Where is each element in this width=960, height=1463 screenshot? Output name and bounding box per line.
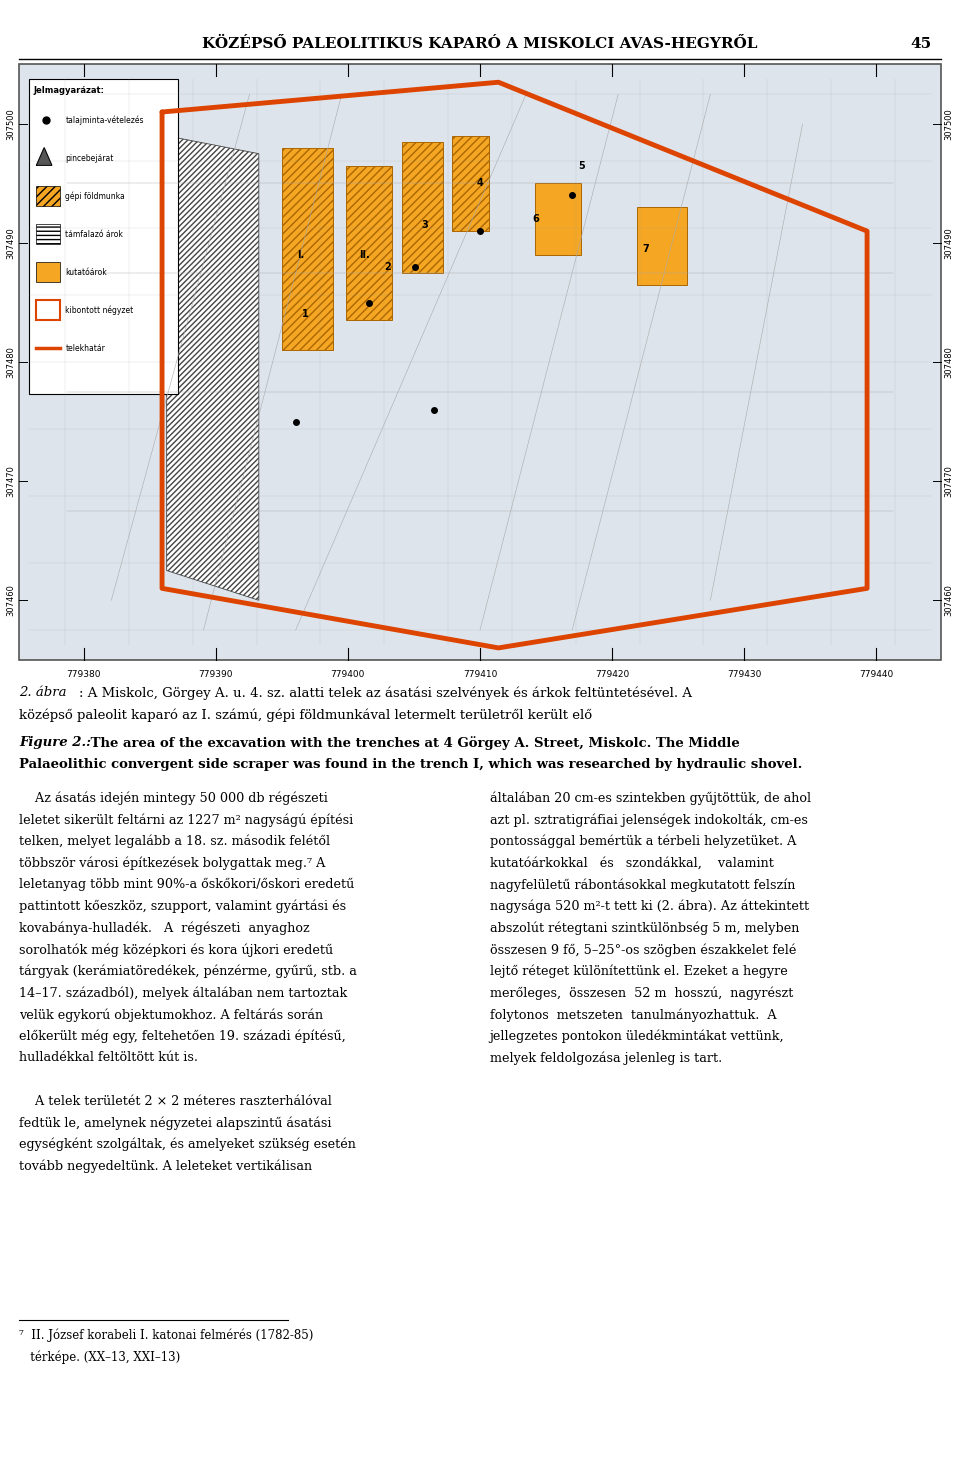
Text: I.: I. <box>297 250 304 260</box>
Bar <box>347 165 393 320</box>
Text: Jelmagyarázat:: Jelmagyarázat: <box>34 86 105 95</box>
Text: 307460: 307460 <box>7 584 15 616</box>
Text: azt pl. sztratigráfiai jelenségek indokolták, cm-es: azt pl. sztratigráfiai jelenségek indoko… <box>490 813 807 827</box>
Text: előkerült még egy, feltehetően 19. századi építésű,: előkerült még egy, feltehetően 19. száza… <box>19 1030 346 1043</box>
Bar <box>36 300 60 320</box>
Text: 307470: 307470 <box>7 465 15 497</box>
Text: 307500: 307500 <box>945 108 953 140</box>
Bar <box>36 186 60 206</box>
Text: leletet sikerült feltárni az 1227 m² nagyságú építési: leletet sikerült feltárni az 1227 m² nag… <box>19 813 353 827</box>
Text: 14–17. századból), melyek általában nem tartoztak: 14–17. századból), melyek általában nem … <box>19 986 348 999</box>
Text: 1: 1 <box>301 310 308 319</box>
Text: 307480: 307480 <box>7 347 15 377</box>
Text: 307490: 307490 <box>7 227 15 259</box>
Text: 6: 6 <box>532 214 539 224</box>
Text: KÖZÉPSŐ PALEOLITIKUS KAPARÓ A MISKOLCI AVAS-HEGYRŐL: KÖZÉPSŐ PALEOLITIKUS KAPARÓ A MISKOLCI A… <box>203 37 757 51</box>
Text: nagysága 520 m²-t tett ki (2. ábra). Az áttekintett: nagysága 520 m²-t tett ki (2. ábra). Az … <box>490 900 808 913</box>
Text: gépi földmunka: gépi földmunka <box>65 192 125 200</box>
Text: egységként szolgáltak, és amelyeket szükség esetén: egységként szolgáltak, és amelyeket szük… <box>19 1138 356 1151</box>
Text: 307470: 307470 <box>945 465 953 497</box>
Text: folytonos  metszeten  tanulmányozhattuk.  A: folytonos metszeten tanulmányozhattuk. A <box>490 1008 777 1021</box>
Text: leletanyag több mint 90%-a őskőkori/őskori eredetű: leletanyag több mint 90%-a őskőkori/ősko… <box>19 878 354 891</box>
Text: 2. ábra: 2. ábra <box>19 686 66 699</box>
Text: melyek feldolgozása jelenleg is tart.: melyek feldolgozása jelenleg is tart. <box>490 1052 722 1065</box>
Bar <box>36 262 60 282</box>
Text: térképe. (XX–13, XXI–13): térképe. (XX–13, XXI–13) <box>19 1350 180 1364</box>
Text: kovabánya-hulladék.   A  régészeti  anyaghoz: kovabánya-hulladék. A régészeti anyaghoz <box>19 922 310 935</box>
Polygon shape <box>167 136 259 600</box>
Text: 779420: 779420 <box>595 670 629 679</box>
Text: pincebejárat: pincebejárat <box>65 154 113 162</box>
Text: 4: 4 <box>476 178 484 189</box>
Text: tovább negyedeltünk. A leleteket vertikálisan: tovább negyedeltünk. A leleteket vertiká… <box>19 1160 312 1173</box>
Text: sorolhatók még középkori és kora újkori eredetű: sorolhatók még középkori és kora újkori … <box>19 944 333 957</box>
Text: abszolút rétegtani szintkülönbség 5 m, melyben: abszolút rétegtani szintkülönbség 5 m, m… <box>490 922 799 935</box>
Text: 307490: 307490 <box>945 227 953 259</box>
Text: jellegzetes pontokon üledékmintákat vettünk,: jellegzetes pontokon üledékmintákat vett… <box>490 1030 784 1043</box>
Text: II.: II. <box>359 250 371 260</box>
Text: általában 20 cm-es szintekben gyűjtöttük, de ahol: általában 20 cm-es szintekben gyűjtöttük… <box>490 791 811 805</box>
Text: hulladékkal feltöltött kút is.: hulladékkal feltöltött kút is. <box>19 1052 198 1064</box>
Text: tárgyak (kerámiatöredékek, pénzérme, gyűrű, stb. a: tárgyak (kerámiatöredékek, pénzérme, gyű… <box>19 964 357 979</box>
Text: 7: 7 <box>642 244 649 255</box>
Bar <box>19 64 941 660</box>
Text: 2: 2 <box>384 262 392 272</box>
Text: Az ásatás idején mintegy 50 000 db régészeti: Az ásatás idején mintegy 50 000 db régés… <box>19 791 328 805</box>
Text: 779390: 779390 <box>199 670 233 679</box>
Bar <box>29 79 178 394</box>
Text: kutatóárkokkal   és   szondákkal,    valamint: kutatóárkokkal és szondákkal, valamint <box>490 856 774 869</box>
Text: Palaeolithic convergent side scraper was found in the trench I, which was resear: Palaeolithic convergent side scraper was… <box>19 758 803 771</box>
Text: többször városi építkezések bolygattak meg.⁷ A: többször városi építkezések bolygattak m… <box>19 856 325 870</box>
Bar <box>36 224 60 244</box>
Text: 779440: 779440 <box>859 670 894 679</box>
Text: 307480: 307480 <box>945 347 953 377</box>
Text: 779400: 779400 <box>330 670 365 679</box>
Text: 779430: 779430 <box>727 670 761 679</box>
Text: lejtő réteget különítettünk el. Ezeket a hegyre: lejtő réteget különítettünk el. Ezeket a… <box>490 964 787 979</box>
Text: 779410: 779410 <box>463 670 497 679</box>
Text: The area of the excavation with the trenches at 4 Görgey A. Street, Miskolc. The: The area of the excavation with the tren… <box>86 736 740 749</box>
Text: telken, melyet legalább a 18. sz. második felétől: telken, melyet legalább a 18. sz. másodi… <box>19 835 330 849</box>
Text: fedtük le, amelynek négyzetei alapszintű ásatási: fedtük le, amelynek négyzetei alapszintű… <box>19 1116 332 1129</box>
Bar <box>536 183 582 255</box>
Text: ⁷  II. József korabeli I. katonai felmérés (1782-85): ⁷ II. József korabeli I. katonai felméré… <box>19 1328 314 1342</box>
Bar <box>636 208 687 285</box>
Text: kutatóárok: kutatóárok <box>65 268 107 277</box>
Bar <box>452 136 490 231</box>
Text: velük egykorú objektumokhoz. A feltárás során: velük egykorú objektumokhoz. A feltárás … <box>19 1008 324 1021</box>
Text: : A Miskolc, Görgey A. u. 4. sz. alatti telek az ásatási szelvények és árkok fel: : A Miskolc, Görgey A. u. 4. sz. alatti … <box>79 686 692 699</box>
Text: telekhatár: telekhatár <box>65 344 106 353</box>
Polygon shape <box>36 148 52 165</box>
Text: talajminta-vételezés: talajminta-vételezés <box>65 116 144 124</box>
Text: nagyfelületű rábontásokkal megkutatott felszín: nagyfelületű rábontásokkal megkutatott f… <box>490 878 795 891</box>
Text: kibontott négyzet: kibontott négyzet <box>65 306 133 315</box>
Bar <box>401 142 444 272</box>
Text: 5: 5 <box>578 161 585 171</box>
Text: pattintott kőeszköz, szupport, valamint gyártási és: pattintott kőeszköz, szupport, valamint … <box>19 900 347 913</box>
Text: Figure 2.:: Figure 2.: <box>19 736 91 749</box>
Text: támfalazó árok: támfalazó árok <box>65 230 123 238</box>
Text: 3: 3 <box>421 219 428 230</box>
Text: összesen 9 fő, 5–25°-os szögben északkelet felé: összesen 9 fő, 5–25°-os szögben északkel… <box>490 944 796 957</box>
Text: merőleges,  összesen  52 m  hosszú,  nagyrészt: merőleges, összesen 52 m hosszú, nagyrés… <box>490 986 793 999</box>
Text: középső paleolit kaparó az I. számú, gépi földmunkával letermelt területről kerü: középső paleolit kaparó az I. számú, gép… <box>19 708 592 721</box>
Text: 307500: 307500 <box>7 108 15 140</box>
Text: 779380: 779380 <box>66 670 101 679</box>
Text: 307460: 307460 <box>945 584 953 616</box>
Text: 45: 45 <box>910 37 931 51</box>
Bar <box>282 148 332 350</box>
Text: A telek területét 2 × 2 méteres raszterhálóval: A telek területét 2 × 2 méteres raszterh… <box>19 1094 332 1107</box>
Text: pontossággal bemértük a térbeli helyzetüket. A: pontossággal bemértük a térbeli helyzetü… <box>490 835 796 849</box>
